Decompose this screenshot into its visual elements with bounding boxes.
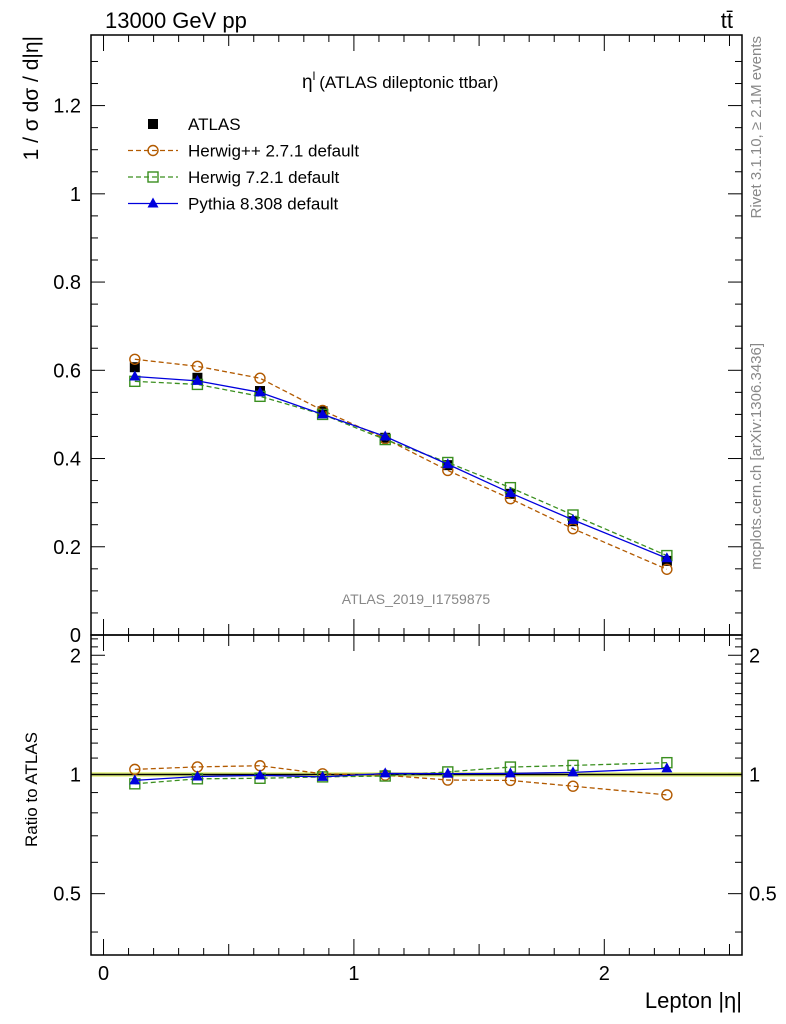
- x-axis-label: Lepton |η|: [645, 988, 742, 1013]
- header-left: 13000 GeV pp: [105, 8, 247, 33]
- ratio-y-axis-label: Ratio to ATLAS: [22, 732, 41, 847]
- main-title-text: (ATLAS dileptonic ttbar): [319, 73, 498, 92]
- ratio-y-tick-label-right: 2: [749, 645, 760, 667]
- main-point-pythia-8-308-default: [442, 458, 454, 469]
- legend-marker-atlas: [148, 119, 158, 129]
- main-y-tick-label: 0.8: [53, 272, 81, 294]
- main-line-pythia-8-308-default: [134, 375, 668, 559]
- main-point-herwig-2-7-1-default: [191, 360, 204, 373]
- ratio-point-herwig-2-7-1-default: [129, 763, 141, 776]
- main-point-herwig-2-7-1-default: [129, 353, 141, 365]
- x-tick-label: 2: [599, 963, 610, 985]
- side-text-top: Rivet 3.1.10, ≥ 2.1M events: [748, 36, 765, 219]
- legend-label-herwig-2-7-1-default: Herwig++ 2.7.1 default: [188, 142, 359, 161]
- ratio-point-pythia-8-308-default: [254, 769, 266, 780]
- ratio-point-pythia-8-308-default: [504, 767, 516, 778]
- main-y-tick-label: 0.6: [53, 360, 81, 382]
- main-y-tick-label: 0.4: [53, 449, 81, 471]
- main-point-pythia-8-308-default: [504, 486, 516, 497]
- ratio-point-pythia-8-308-default: [567, 766, 579, 777]
- legend-marker-herwig-7-2-1-default: [147, 171, 159, 183]
- main-y-tick-labels: 0 0.2 0.4 0.6 0.8 1 1.2: [53, 96, 81, 647]
- ratio-point-pythia-8-308-default: [129, 774, 141, 785]
- header-right: tt̄: [721, 8, 733, 33]
- legend-label-atlas: ATLAS: [188, 115, 241, 134]
- main-title-superscript: l: [313, 69, 316, 83]
- ratio-line-herwig-2-7-1-default: [134, 765, 667, 796]
- side-text-bottom: mcplots.cern.ch [arXiv:1306.3436]: [748, 343, 765, 570]
- ratio-ticks: [91, 635, 742, 955]
- main-ticks: [91, 35, 742, 636]
- watermark: ATLAS_2019_I1759875: [342, 591, 491, 607]
- main-point-pythia-8-308-default: [567, 513, 579, 524]
- legend: ATLAS Herwig++ 2.7.1 default Herwig 7.2.1 …: [128, 115, 359, 214]
- ratio-frame: [90, 634, 743, 956]
- main-y-tick-label: 1: [70, 184, 81, 206]
- main-y-tick-label: 0.2: [53, 537, 81, 559]
- legend-label-herwig-7-2-1-default: Herwig 7.2.1 default: [188, 168, 339, 187]
- ratio-point-herwig-2-7-1-default: [567, 780, 579, 792]
- ratio-y-tick-label-right: 0.5: [749, 884, 777, 906]
- ratio-point-pythia-8-308-default: [379, 767, 391, 778]
- main-point-pythia-8-308-default: [129, 370, 141, 381]
- legend-marker-pythia-8-308-default: [147, 197, 159, 208]
- main-title-eta: η: [302, 72, 313, 93]
- ratio-y-tick-labels: 0.5 0.5 1 1 2 2: [53, 645, 777, 905]
- main-line-herwig-2-7-1-default: [134, 358, 668, 570]
- ratio-panel: Ratio to ATLAS 0.5 0.5 1 1 2 2: [22, 634, 777, 956]
- ratio-y-tick-label-left: 1: [70, 764, 81, 786]
- legend-label-pythia-8-308-default: Pythia 8.308 default: [188, 195, 339, 214]
- main-point-pythia-8-308-default: [254, 386, 266, 397]
- ratio-point-pythia-8-308-default: [661, 762, 673, 773]
- main-point-pythia-8-308-default: [379, 430, 391, 441]
- ratio-point-pythia-8-308-default: [317, 770, 329, 781]
- main-y-tick-label: 1.2: [53, 96, 81, 118]
- main-point-atlas: [129, 362, 140, 373]
- x-tick-label: 0: [98, 963, 109, 985]
- main-series-group: [129, 353, 673, 575]
- ratio-point-herwig-2-7-1-default: [661, 789, 673, 801]
- x-tick-label: 1: [348, 963, 359, 985]
- x-tick-labels: 0 1 2: [98, 963, 610, 985]
- ratio-y-tick-label-left: 2: [70, 645, 81, 667]
- main-panel: ηl (ATLAS dileptonic ttbar) ATLAS_2019_I1…: [20, 34, 743, 647]
- main-point-pythia-8-308-default: [317, 408, 329, 419]
- main-title: ηl (ATLAS dileptonic ttbar): [302, 69, 498, 93]
- main-point-pythia-8-308-default: [661, 552, 673, 563]
- ratio-point-pythia-8-308-default: [442, 767, 454, 778]
- main-point-herwig-2-7-1-default: [661, 563, 673, 575]
- main-line-herwig-7-2-1-default: [134, 380, 668, 557]
- ratio-point-pythia-8-308-default: [191, 770, 203, 781]
- main-point-herwig-2-7-1-default: [254, 372, 266, 384]
- ratio-y-tick-label-right: 1: [749, 764, 760, 786]
- ratio-y-tick-label-left: 0.5: [53, 884, 81, 906]
- main-y-axis-label: 1 / σ dσ / d|η|: [20, 36, 43, 160]
- main-point-pythia-8-308-default: [191, 374, 203, 385]
- main-y-tick-label: 0: [70, 625, 81, 647]
- legend-marker-herwig-2-7-1-default: [147, 144, 159, 157]
- ratio-series-group: [129, 756, 673, 801]
